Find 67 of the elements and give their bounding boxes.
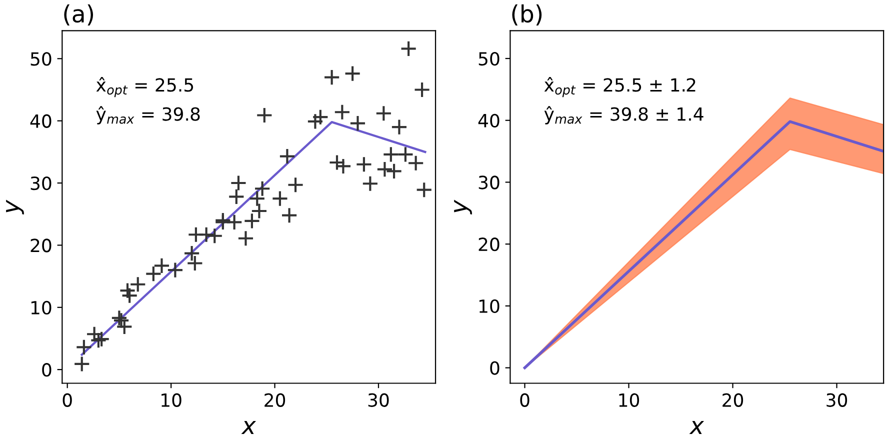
annotation: ŷ$_{max}$ = 39.8 ± 1.4: [544, 106, 704, 124]
y-tick-label: 30: [30, 176, 52, 190]
chart-title: (b): [512, 4, 542, 26]
x-tick-label: 20: [722, 393, 744, 407]
point: [76, 338, 92, 356]
point: [198, 226, 215, 243]
y-tick-label: 10: [31, 300, 52, 314]
point: [414, 81, 430, 98]
point: [237, 230, 254, 247]
point: [349, 114, 366, 132]
point: [280, 207, 298, 224]
y-tick-label: 10: [479, 299, 500, 314]
point: [407, 154, 424, 172]
point: [272, 190, 288, 207]
point: [86, 326, 103, 342]
point: [362, 175, 379, 192]
point: [390, 118, 408, 136]
point: [74, 356, 90, 372]
point: [186, 254, 204, 272]
y-tick-label: 40: [30, 114, 52, 128]
y-tick-label: 40: [478, 114, 500, 128]
point: [90, 332, 107, 349]
x-axis-title: x: [241, 421, 256, 434]
x-tick-label: 0: [62, 393, 72, 407]
point: [344, 65, 361, 82]
point: [400, 40, 417, 58]
x-tick-label: 10: [619, 393, 640, 407]
point: [256, 106, 273, 124]
x-tick-label: 30: [368, 393, 389, 407]
point: [206, 228, 223, 244]
x-axis-title: x: [689, 421, 704, 434]
annotation: x̂$_{opt}$ = 25.5 ± 1.2: [544, 77, 696, 98]
y-axis-title: y: [454, 200, 472, 215]
x-tick-label: 30: [826, 393, 848, 407]
point: [334, 158, 352, 175]
point: [382, 146, 400, 163]
point: [278, 148, 296, 165]
annotation: ŷ$_{max}$ = 39.8: [96, 106, 200, 124]
y-tick-label: 0: [42, 363, 52, 377]
point: [375, 105, 392, 122]
point: [334, 104, 351, 120]
y-tick-label: 20: [30, 238, 52, 252]
point: [116, 318, 133, 335]
point: [287, 176, 304, 194]
point: [183, 244, 200, 262]
point: [230, 174, 247, 192]
y-tick-label: 50: [30, 52, 52, 66]
point: [386, 162, 402, 180]
point: [228, 188, 245, 206]
y-tick-label: 20: [478, 238, 500, 252]
x-tick-label: 20: [264, 393, 286, 407]
y-tick-label: 0: [490, 361, 500, 375]
point: [397, 146, 414, 163]
point: [356, 156, 372, 173]
y-tick-label: 50: [478, 52, 500, 66]
point: [416, 182, 432, 198]
point: [323, 68, 340, 86]
chart-title: (a): [64, 4, 94, 26]
y-tick-label: 30: [478, 176, 500, 190]
x-tick-label: 0: [520, 393, 530, 407]
point: [226, 214, 243, 231]
point: [166, 262, 184, 278]
point: [376, 161, 394, 178]
point: [93, 330, 110, 348]
annotation: x̂$_{opt}$ = 25.5: [96, 77, 194, 98]
y-axis-title: y: [6, 200, 24, 215]
x-tick-label: 10: [162, 393, 182, 407]
